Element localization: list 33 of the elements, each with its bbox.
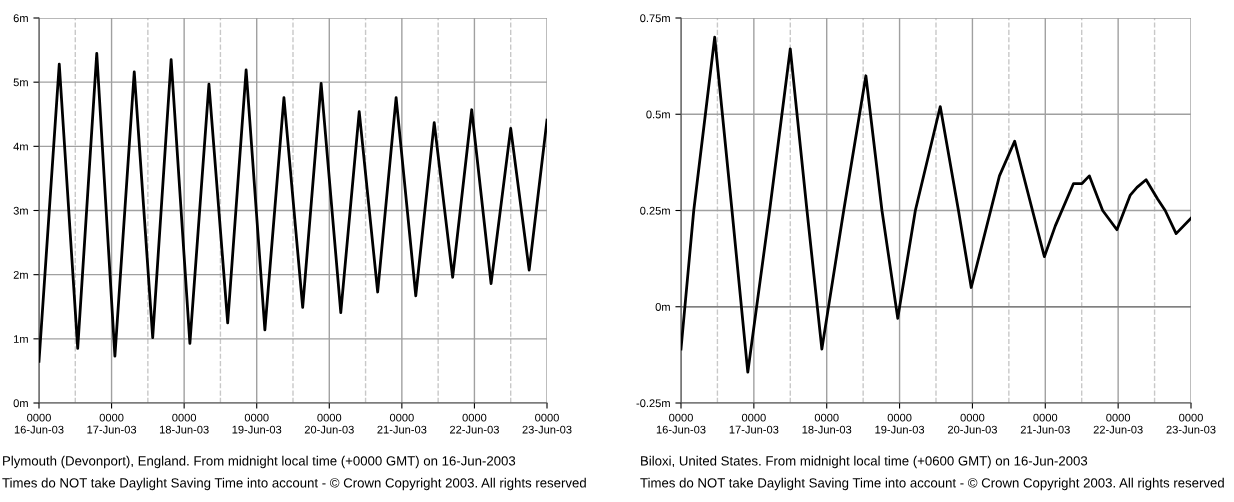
y-tick-label: 1m [14, 335, 28, 343]
y-tick-label: -0.25m [636, 399, 670, 408]
y-tick-label: 6m [13, 14, 28, 23]
x-tick-label: 0000 20-Jun-03 [304, 413, 354, 434]
y-tick-label: 0m [13, 399, 28, 408]
x-tick-label: 0000 21-Jun-03 [1020, 413, 1070, 434]
y-tick-label: 0.75m [640, 14, 670, 23]
x-tick-label: 0000 18-Jun-03 [802, 413, 852, 434]
x-tick-label: 0000 17-Jun-03 [87, 413, 137, 434]
text: Times do NOT take Daylight Saving Time into account - © Crown Copyright 2003. All rights reserved [2, 477, 586, 491]
y-tick-label: 2m [13, 270, 28, 279]
text: Plymouth (Devonport), England. From midnight local time (+0000 GMT) on 16-Jun-2003 [3, 455, 516, 469]
text: Biloxi, United States. From midnight local time (+0600 GMT) on 16-Jun-2003 [641, 455, 1088, 469]
y-tick-label: 4m [13, 142, 28, 151]
x-tick-label: 0000 17-Jun-03 [729, 413, 779, 434]
x-tick-label: 0000 18-Jun-03 [159, 413, 209, 434]
x-tick-label: 0000 20-Jun-03 [947, 413, 997, 434]
x-tick-label: 0000 22-Jun-03 [449, 413, 499, 434]
line-series [681, 35, 1191, 374]
y-tick-label: 5m [13, 78, 28, 87]
x-tick-label: 0000 16-Jun-03 [656, 413, 706, 434]
y-tick-label: 0m [655, 303, 670, 311]
x-tick-label: 0000 22-Jun-03 [1093, 413, 1143, 434]
y-tick-label: 0.5m [646, 110, 670, 119]
y-tick-label: 3m [13, 206, 28, 215]
text: Times do NOT take Daylight Saving Time into account - © Crown Copyright 2003. All rights reserved [640, 477, 1224, 491]
x-tick-label: 0000 23-Jun-03 [522, 413, 572, 434]
x-tick-label: 0000 19-Jun-03 [232, 413, 282, 434]
y-tick-label: 0.25m [640, 206, 670, 215]
x-tick-label: 0000 21-Jun-03 [377, 413, 427, 434]
x-tick-label: 0000 23-Jun-03 [1166, 413, 1216, 434]
x-tick-label: 0000 19-Jun-03 [875, 413, 925, 434]
x-tick-label: 0000 16-Jun-03 [14, 413, 64, 434]
